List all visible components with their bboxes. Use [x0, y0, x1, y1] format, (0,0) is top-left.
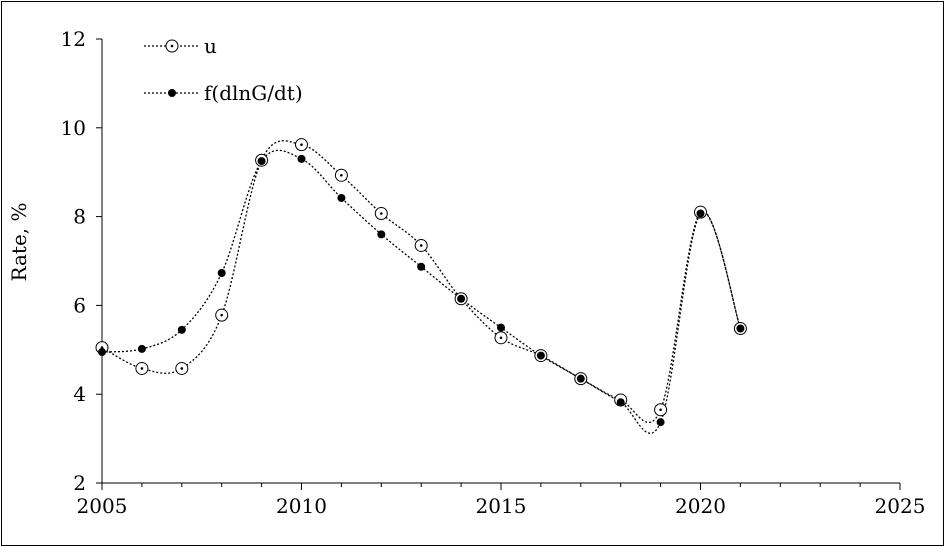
legend-label: u [204, 34, 217, 58]
data-point-dot [419, 244, 423, 247]
y-tick-label: 4 [73, 382, 86, 406]
data-point [217, 268, 226, 277]
data-point [337, 193, 346, 202]
data-point [696, 209, 705, 218]
data-point-dot [300, 143, 303, 146]
data-point [576, 374, 585, 383]
data-point [497, 323, 505, 332]
x-tick-label: 2025 [875, 494, 926, 518]
data-point [616, 398, 625, 407]
y-axis-title: Rate, % [7, 202, 31, 281]
series-1-points [95, 138, 747, 417]
data-point [257, 157, 266, 166]
series-2-points [98, 154, 745, 427]
y-tick-label: 6 [73, 293, 86, 317]
y-tick-label: 10 [61, 116, 86, 140]
data-point [656, 418, 665, 427]
data-point [177, 325, 186, 334]
data-point-dot [499, 336, 503, 340]
data-point-dot [220, 313, 223, 317]
data-point-dot [659, 408, 662, 412]
series-layer [95, 138, 747, 434]
data-point [417, 262, 426, 271]
legend-marker [168, 89, 176, 97]
axes: 2 4 6 8 10 12 2005 2010 2015 2020 2025 [61, 27, 926, 518]
data-point-dot [140, 367, 144, 370]
series-line [101, 149, 742, 434]
data-point [137, 344, 146, 353]
data-point-dot [340, 174, 343, 177]
series-1 [101, 140, 742, 424]
legend-marker-dot [170, 44, 174, 48]
x-tick-label: 2015 [476, 494, 527, 518]
series-2 [101, 149, 742, 434]
x-tick-label: 2020 [675, 494, 726, 518]
legend-item-1: u [144, 34, 217, 58]
y-tick-label: 8 [73, 205, 86, 229]
data-point-dot [380, 212, 383, 215]
x-tick-label: 2010 [276, 494, 327, 518]
legend: u f(dlnG/dt) [144, 34, 303, 105]
data-point-dot [180, 367, 184, 370]
legend-item-2: f(dlnG/dt) [144, 81, 303, 105]
y-tick-label: 12 [61, 27, 86, 51]
data-point [297, 154, 306, 163]
data-point [457, 294, 466, 303]
data-point [98, 348, 106, 357]
legend-label: f(dlnG/dt) [204, 81, 303, 105]
data-point [736, 324, 745, 333]
x-tick-label: 2005 [77, 494, 128, 518]
data-point [536, 351, 545, 360]
data-point [377, 230, 386, 239]
y-tick-label: 2 [73, 471, 86, 495]
series-line [101, 140, 742, 424]
